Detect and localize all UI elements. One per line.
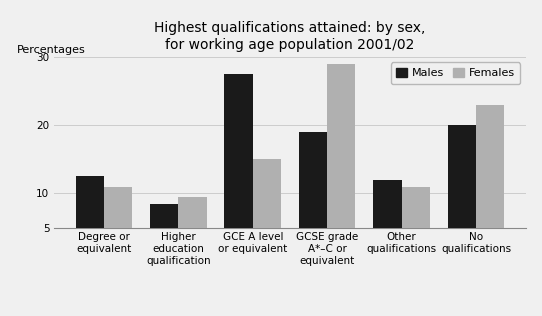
Title: Highest qualifications attained: by sex,
for working age population 2001/02: Highest qualifications attained: by sex,… — [154, 21, 425, 52]
Legend: Males, Females: Males, Females — [391, 63, 520, 84]
Bar — [224, 74, 253, 262]
Text: Percentages: Percentages — [16, 45, 85, 55]
Bar — [104, 186, 132, 262]
Bar — [327, 64, 356, 262]
Bar — [402, 186, 430, 262]
Bar — [448, 125, 476, 262]
Bar — [299, 132, 327, 262]
Bar — [178, 197, 207, 262]
Bar — [76, 176, 104, 262]
Bar — [150, 204, 178, 262]
Bar — [476, 105, 504, 262]
Bar — [253, 159, 281, 262]
Bar — [373, 180, 402, 262]
